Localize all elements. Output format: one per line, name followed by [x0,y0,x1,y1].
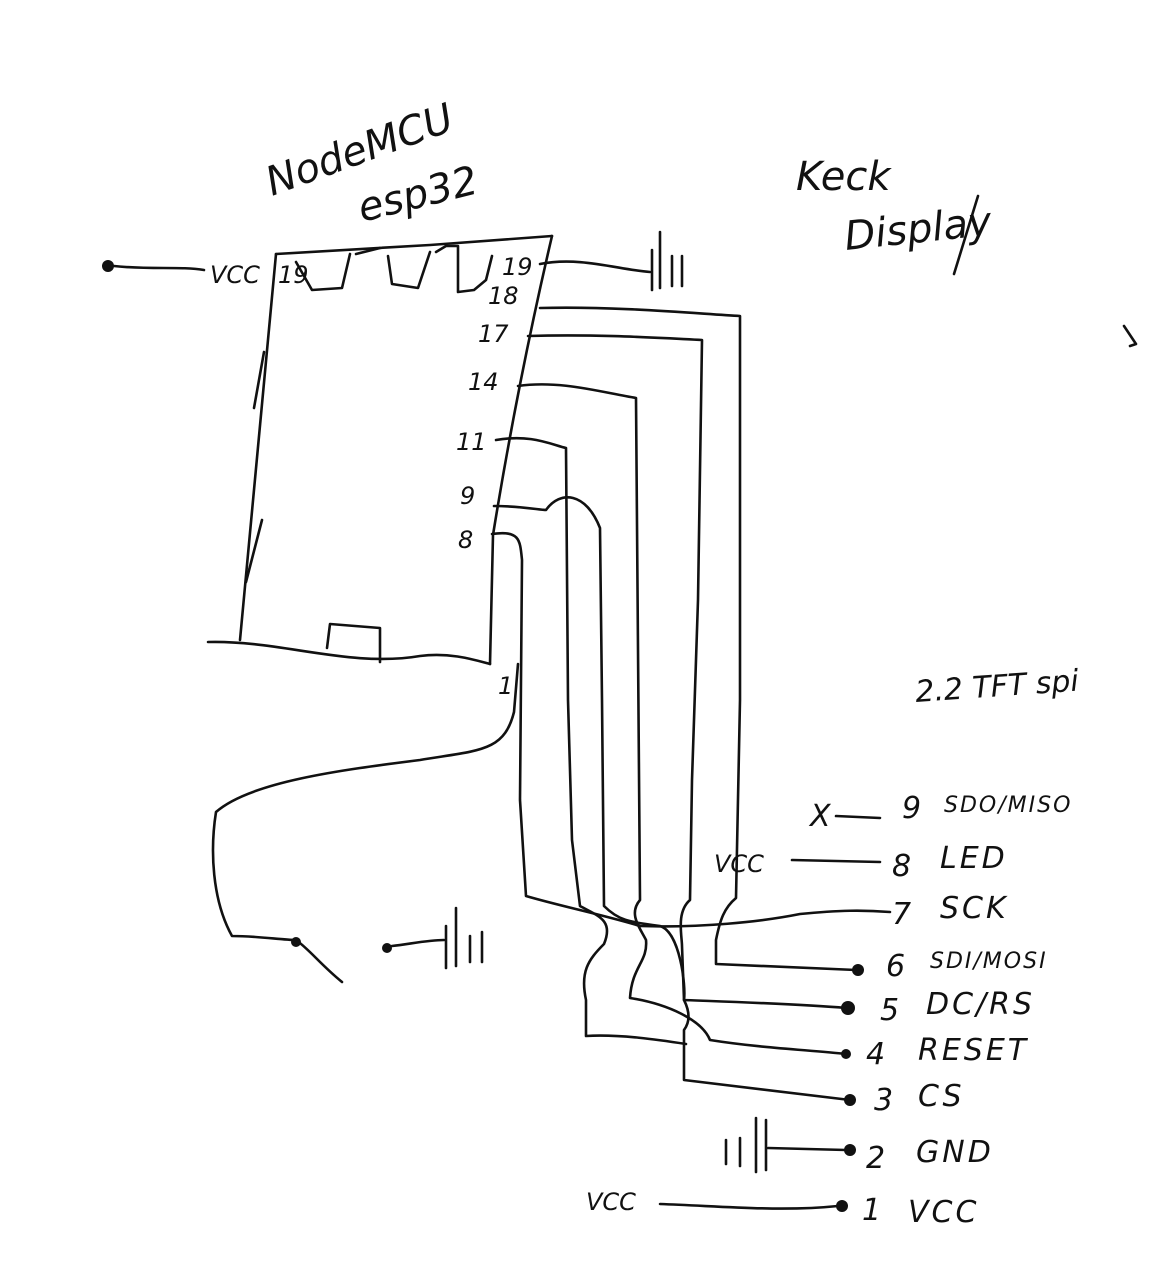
board-pin-9: 9 [460,482,475,510]
board-pin-11: 11 [456,428,487,456]
board-pin19-ground [538,230,684,292]
display-model: 2.2 TFT spi [914,664,1080,710]
display-pin-6-label: SDI/MOSI [930,949,1048,974]
display-pin-1-label: VCC [908,1195,979,1230]
display-pin-9-nc: X [808,799,832,834]
display-title-line2: Display [842,199,995,260]
display-pin-8-vcc: VCC [714,850,764,878]
board-pin-18: 18 [488,282,519,310]
display-pin-6-row: 6 SDI/MOSI [852,949,1048,984]
display-pin-5-row: 5 DC/RS [841,987,1035,1028]
display-pin-5-number: 5 [880,993,902,1028]
board-pin-1: 1 [498,672,513,700]
display-title-slash [952,194,980,276]
display-pin-9-number: 9 [902,791,924,826]
display-pin-2-row: 2 GND [724,1116,994,1176]
board-pin-19: 19 [502,253,533,281]
display-pin-8-label: LED [940,841,1008,876]
board-pin-17: 17 [478,320,509,348]
board-pin-8: 8 [458,526,473,554]
esp32-board-outline [206,234,554,666]
wire-pin11 [494,436,688,1046]
wire-pin9 [492,496,848,1010]
display-pin-1-row: VCC 1 VCC [586,1188,979,1230]
wire-pin8 [490,531,892,928]
display-pin-5-label: DC/RS [926,987,1035,1022]
display-pin-7-label: SCK [940,891,1009,926]
display-pin-7-row: 7 SCK [892,891,1009,932]
board-vcc-label: VCC [210,261,260,289]
display-pin-6-number: 6 [886,949,908,984]
display-pin-2-number: 2 [866,1141,888,1176]
display-title-line1: Keck [796,154,892,200]
display-pin-4-row: 4 RESET [841,1033,1029,1072]
ground-symbol-lower [382,906,484,970]
display-pin-4-label: RESET [918,1033,1029,1068]
display-pin-9-row: X 9 SDO/MISO [808,791,1072,834]
display-pin-3-number: 3 [874,1083,896,1118]
display-pin-7-number: 7 [892,897,914,932]
board-pin-14: 14 [468,368,499,396]
display-pin-1-number: 1 [862,1193,884,1228]
display-pin-3-row: 3 CS [844,1079,965,1118]
wire-pin17 [526,334,852,1102]
display-pin-4-number: 4 [866,1037,888,1072]
board-pin-top-left: 19 [278,261,309,289]
board-vcc-input [102,260,206,272]
display-pin-8-number: 8 [892,849,914,884]
stray-mark [1122,324,1138,348]
display-pin-9-label: SDO/MISO [944,793,1072,818]
wire-pin14 [516,383,848,1056]
display-pin-3-label: CS [918,1079,965,1114]
wire-pin1 [211,662,520,984]
display-pin-1-vcc: VCC [586,1188,636,1216]
gnd-symbol-display [724,1116,848,1174]
display-pin-8-row: VCC 8 LED [714,841,1008,884]
display-pin-2-label: GND [916,1135,994,1170]
